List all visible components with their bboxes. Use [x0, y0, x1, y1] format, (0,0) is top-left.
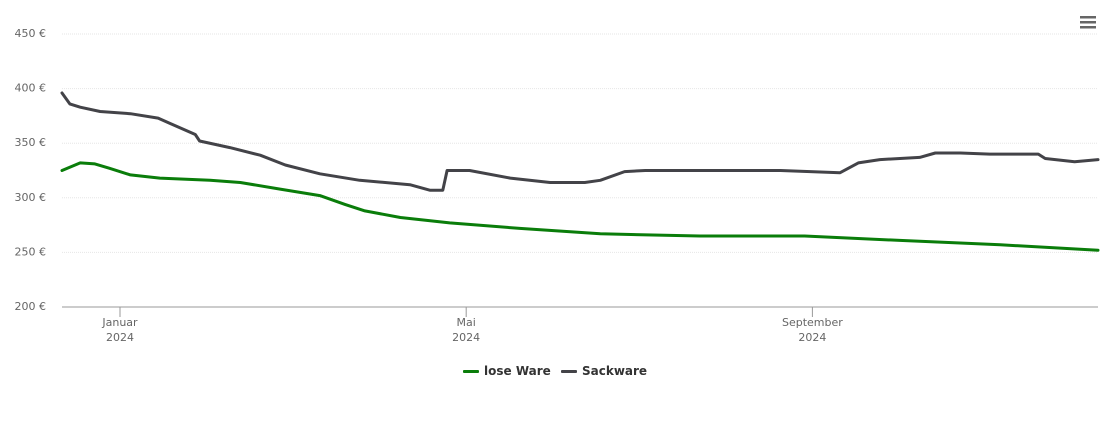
menu-bar [1080, 16, 1096, 19]
x-tick-label: Januar 2024 [102, 316, 138, 344]
y-tick-label: 400 € [15, 82, 47, 95]
x-tick-label: September 2024 [781, 316, 843, 344]
y-tick-label: 300 € [15, 191, 47, 204]
legend-swatch [561, 369, 577, 373]
series-line [60, 91, 1100, 192]
y-tick-label: 250 € [15, 245, 47, 258]
legend-label: Sackware [582, 364, 648, 378]
legend-item[interactable]: Sackware [561, 364, 647, 378]
legend-label: lose Ware [484, 364, 551, 378]
y-tick-label: 450 € [15, 27, 47, 40]
menu-bar [1080, 26, 1096, 29]
series-line [60, 161, 1100, 252]
legend-item[interactable]: lose Ware [463, 364, 551, 378]
menu-bar [1080, 21, 1096, 24]
x-tick-label: Mai 2024 [452, 316, 481, 344]
y-tick-label: 350 € [15, 136, 47, 149]
menu-button[interactable] [1078, 14, 1098, 30]
y-tick-label: 200 € [15, 300, 47, 313]
legend-swatch [463, 369, 479, 373]
